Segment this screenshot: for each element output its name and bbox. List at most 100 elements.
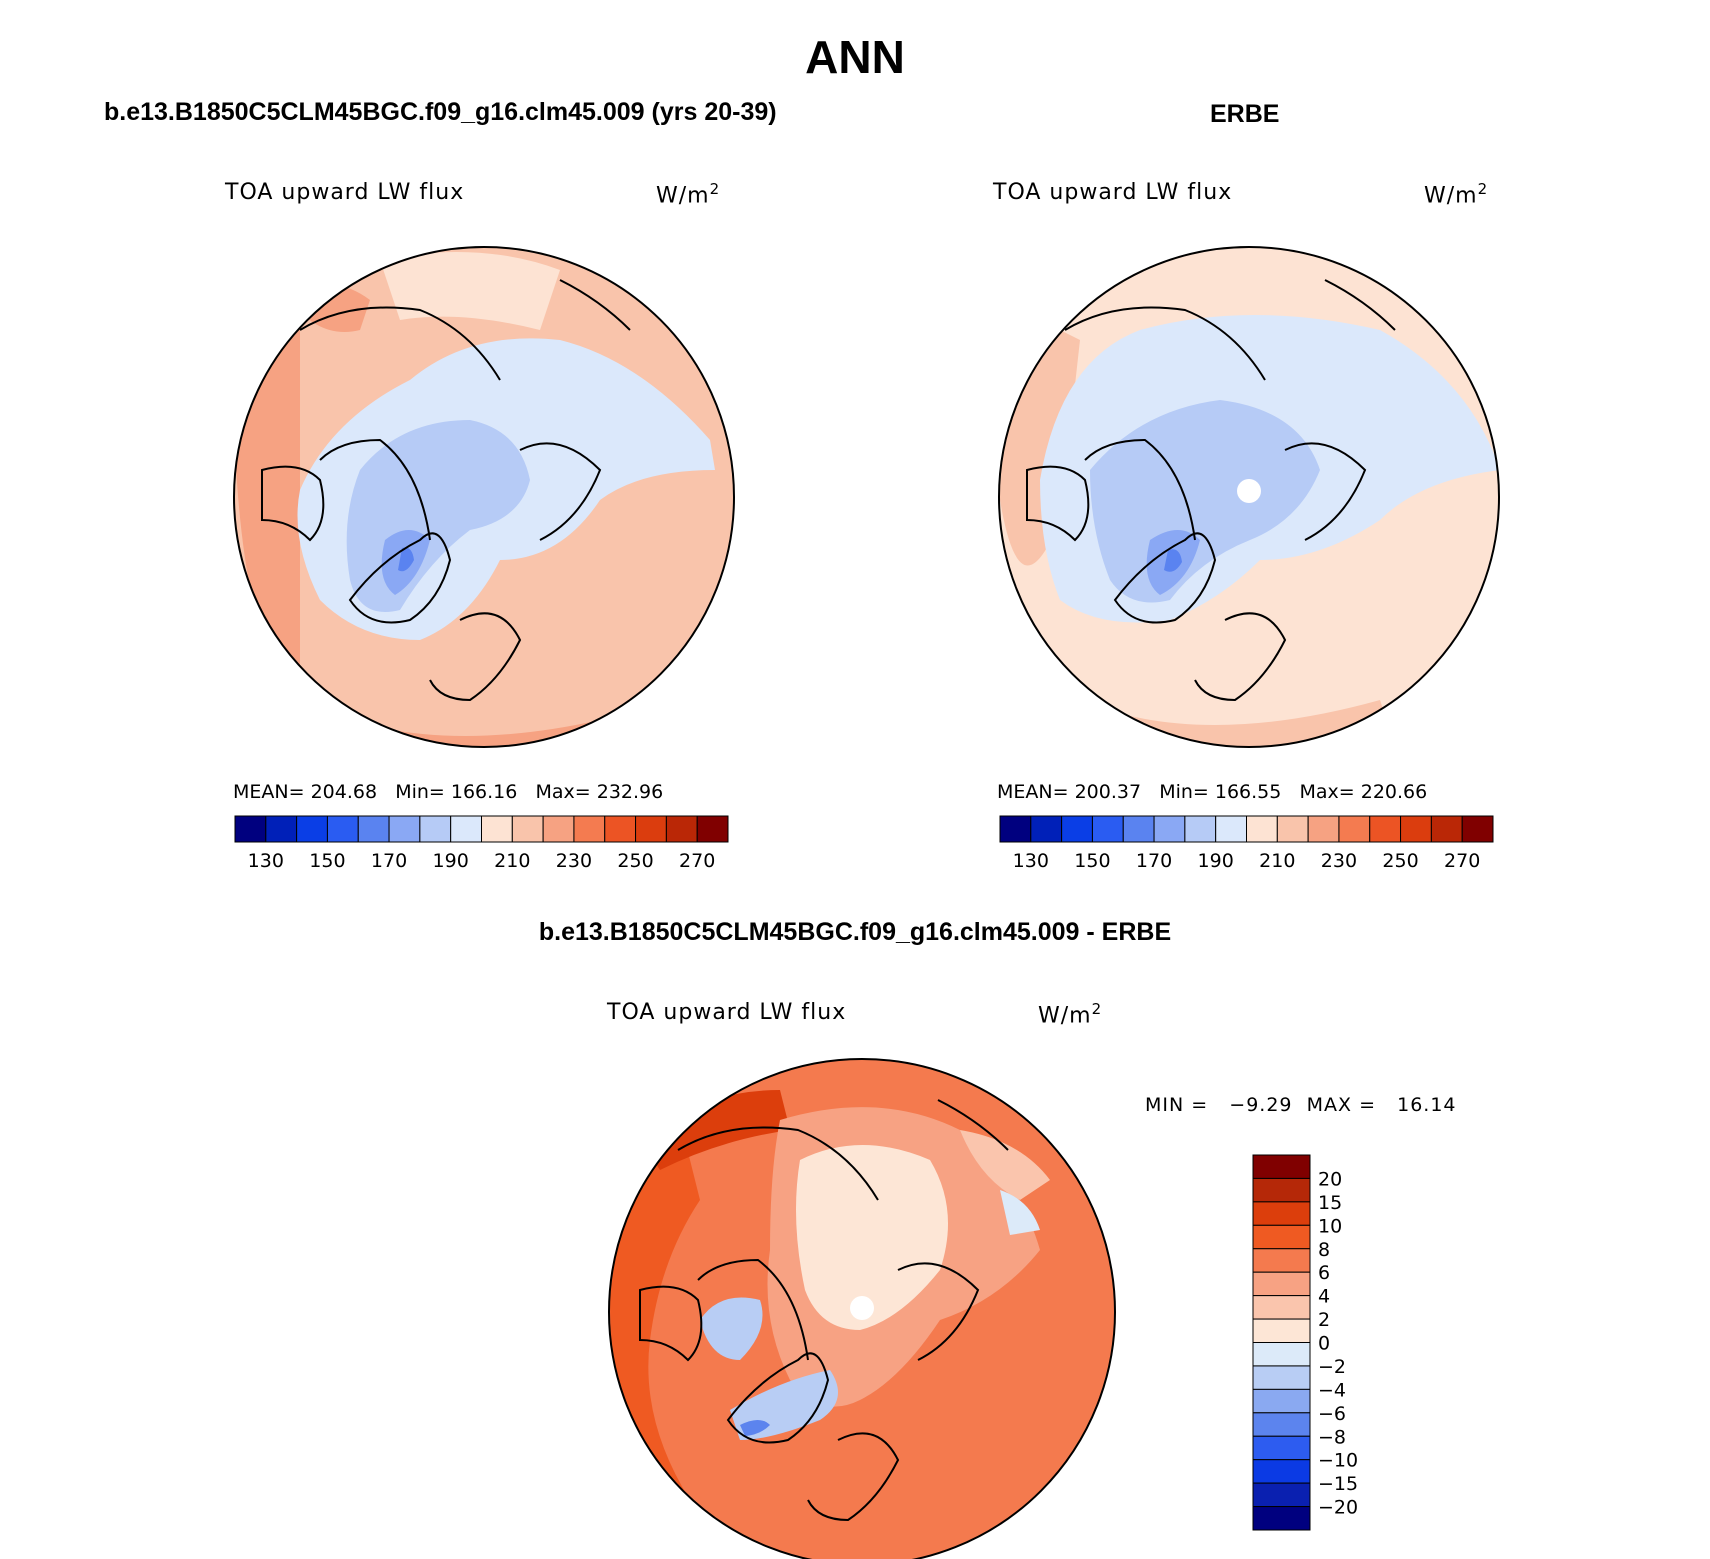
colorbar-swatch — [1252, 1506, 1311, 1531]
colorbar-swatch — [573, 815, 606, 843]
colorbar-swatch — [1246, 815, 1278, 843]
colorbar-swatch — [1252, 1295, 1311, 1320]
panel-model-colorbar: 130 150 170 190 210 230 250 270 — [234, 815, 729, 872]
panel-obs-variable: TOA upward LW flux — [993, 180, 1233, 205]
colorbar-tick-label: 4 — [1318, 1286, 1330, 1308]
colorbar-tick-label: −6 — [1318, 1403, 1346, 1425]
map-fill-strong-nw — [640, 1090, 790, 1170]
coastlines — [1026, 279, 1396, 702]
map-fill-cool-core — [740, 1420, 770, 1436]
panel-obs-colorbar: 130 150 170 190 210 230 250 270 — [999, 815, 1494, 872]
colorbar-swatch — [1091, 815, 1124, 843]
max-label: MAX = — [1306, 1094, 1376, 1116]
panel-obs-units: W/m2 — [1424, 180, 1488, 208]
colorbar-swatch — [1252, 1201, 1311, 1226]
colorbar-swatch — [481, 815, 513, 843]
colorbar-tick-label: 150 — [309, 850, 345, 872]
panel-model-variable: TOA upward LW flux — [225, 180, 465, 205]
units-exponent: 2 — [1477, 180, 1489, 198]
panel-model-heading: b.e13.B1850C5CLM45BGC.f09_g16.clm45.009 … — [104, 98, 777, 126]
min-label: Min= — [395, 781, 445, 803]
coastlines — [261, 279, 631, 702]
min-value: 166.16 — [450, 781, 518, 803]
units-exponent: 2 — [709, 180, 721, 198]
colorbar-swatch — [1461, 815, 1494, 843]
colorbar-tick-label: −4 — [1318, 1379, 1346, 1401]
colorbar-tick-label: 10 — [1318, 1215, 1342, 1237]
colorbar-swatch — [511, 815, 544, 843]
colorbar-swatch — [1061, 815, 1093, 843]
map-fill-greenland-core — [1164, 549, 1182, 572]
colorbar-swatch — [265, 815, 298, 843]
colorbar-swatch — [1252, 1154, 1311, 1179]
map-frame — [998, 246, 1500, 748]
max-label: Max= — [1299, 781, 1355, 803]
colorbar-swatch — [1252, 1459, 1311, 1484]
colorbar-tick-label: 230 — [1321, 850, 1357, 872]
map-fill-greenland-core — [398, 547, 414, 572]
colorbar-tick-label: 15 — [1318, 1192, 1342, 1214]
max-value: 16.14 — [1397, 1094, 1457, 1116]
min-value: −9.29 — [1229, 1094, 1293, 1116]
pole-hole — [850, 1296, 874, 1320]
map-fill-arctic-lower — [1090, 400, 1320, 603]
min-label: MIN = — [1145, 1094, 1209, 1116]
colorbar-tick-label: 190 — [433, 850, 469, 872]
colorbar-swatch — [1252, 1248, 1311, 1273]
colorbar-tick-label: 170 — [1136, 850, 1172, 872]
colorbar-swatch — [542, 815, 575, 843]
diff-variable: TOA upward LW flux — [607, 1000, 847, 1025]
pole-hole — [1237, 479, 1261, 503]
colorbar-swatch — [604, 815, 637, 843]
colorbar-swatch — [1252, 1435, 1311, 1461]
map-fill-central-arctic — [796, 1145, 948, 1330]
units-exponent: 2 — [1091, 1000, 1103, 1018]
max-value: 232.96 — [596, 781, 664, 803]
colorbar-tick-label: 130 — [1013, 850, 1049, 872]
map-fill-pale-north — [380, 252, 560, 330]
min-label: Min= — [1159, 781, 1209, 803]
colorbar-tick-label: −15 — [1318, 1473, 1358, 1495]
units-base: W/m — [1424, 183, 1478, 209]
colorbar-swatch — [1252, 1342, 1311, 1367]
colorbar-swatch — [1252, 1388, 1311, 1414]
colorbar-tick-label: 210 — [494, 850, 530, 872]
diff-minmax: MIN = −9.29 MAX = 16.14 — [1145, 1094, 1457, 1116]
colorbar-tick-label: 6 — [1318, 1262, 1330, 1284]
units-base: W/m — [1038, 1003, 1092, 1029]
page-title: ANN — [805, 31, 905, 83]
map-frame — [608, 1058, 1116, 1559]
colorbar-swatch — [1252, 1224, 1311, 1250]
colorbar-tick-label: 0 — [1318, 1333, 1330, 1355]
max-label: Max= — [535, 781, 591, 803]
colorbar-swatch — [388, 815, 421, 843]
colorbar-tick-label: −2 — [1318, 1356, 1346, 1378]
panel-model-units: W/m2 — [656, 180, 720, 208]
coastlines — [639, 1099, 1009, 1522]
colorbar-swatch — [1307, 815, 1340, 843]
map-fill-cool-patch — [1000, 1190, 1040, 1235]
colorbar-swatch — [450, 815, 482, 843]
colorbar-tick-label: −20 — [1318, 1497, 1358, 1519]
colorbar-tick-label: 8 — [1318, 1239, 1330, 1261]
colorbar-swatch — [1153, 815, 1186, 843]
colorbar-swatch — [999, 815, 1032, 843]
colorbar-tick-label: 270 — [1444, 850, 1480, 872]
map-frame — [233, 246, 735, 748]
map-fill-strong-west — [610, 1120, 700, 1500]
colorbar-swatch — [1369, 815, 1402, 843]
colorbar-swatch — [1122, 815, 1155, 843]
colorbar-tick-label: 190 — [1198, 850, 1234, 872]
colorbar-swatch — [234, 815, 267, 843]
colorbar-swatch — [419, 815, 452, 843]
colorbar-swatch — [1252, 1271, 1311, 1297]
colorbar-tick-label: 270 — [679, 850, 715, 872]
colorbar-tick-label: −8 — [1318, 1426, 1346, 1448]
colorbar-swatch — [1252, 1482, 1311, 1508]
mean-value: 200.37 — [1074, 781, 1142, 803]
colorbar-tick-label: 230 — [556, 850, 592, 872]
